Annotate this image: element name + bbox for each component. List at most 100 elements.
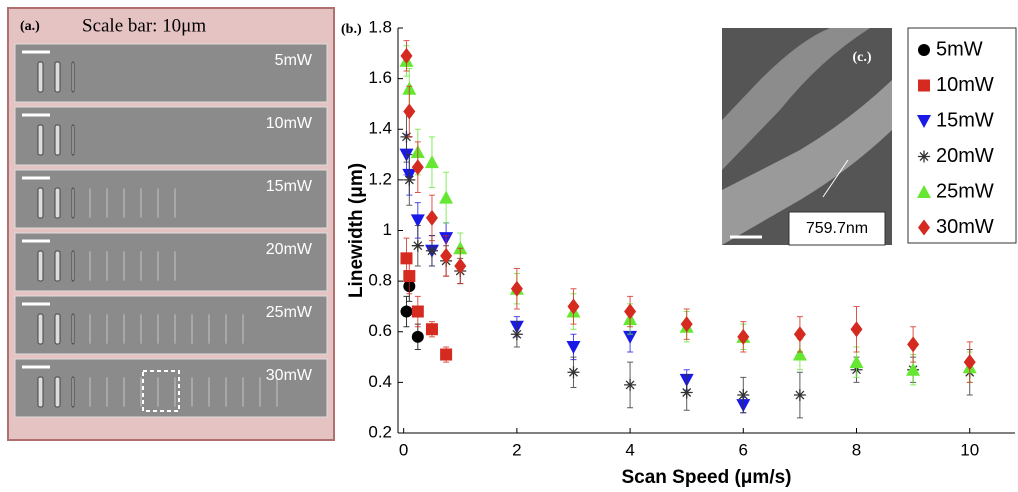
stripe — [242, 314, 244, 344]
marker — [425, 323, 438, 336]
stripe — [54, 61, 61, 93]
y-tick-label: 0.6 — [368, 321, 392, 340]
y-tick-label: 0.2 — [368, 422, 392, 441]
stripe — [37, 61, 44, 93]
marker — [510, 328, 523, 341]
stripe — [37, 313, 44, 345]
marker — [793, 389, 806, 402]
stripe — [71, 187, 75, 219]
inset: (c.) 759.7nm — [722, 28, 892, 246]
stripe — [123, 188, 125, 218]
stripe — [174, 314, 176, 344]
marker — [737, 328, 750, 345]
stripe — [71, 61, 75, 93]
stripe — [71, 250, 75, 282]
row-label: 5mW — [275, 52, 313, 69]
stripe — [71, 313, 75, 345]
x-tick-label: 10 — [960, 440, 979, 459]
stripe — [37, 250, 44, 282]
stripe — [123, 314, 125, 344]
marker — [403, 270, 416, 283]
marker — [440, 247, 453, 264]
micrograph — [14, 169, 328, 229]
marker — [624, 378, 637, 391]
legend-frame — [907, 27, 1017, 244]
row-label: 20mW — [266, 241, 313, 258]
stripe — [140, 377, 142, 407]
marker — [440, 348, 453, 361]
stripe — [106, 314, 108, 344]
legend-label: 10mW — [936, 74, 994, 96]
marker — [624, 303, 637, 320]
micrograph — [14, 232, 328, 292]
stripe — [123, 377, 125, 407]
marker — [411, 239, 424, 252]
marker — [411, 305, 424, 318]
marker — [454, 257, 467, 274]
stripe — [242, 377, 244, 407]
x-axis-title: Scan Speed (μm/s) — [621, 467, 791, 488]
marker — [411, 330, 424, 343]
x-tick-label: 8 — [852, 440, 861, 459]
stripe — [208, 314, 210, 344]
stripe — [37, 376, 44, 408]
stripe — [157, 314, 159, 344]
panel-label: (b.) — [341, 22, 362, 37]
stripe — [174, 188, 176, 218]
x-tick-label: 0 — [399, 440, 408, 459]
inset-label: (c.) — [852, 50, 871, 65]
marker — [737, 389, 750, 402]
stripe — [54, 376, 61, 408]
stripe — [106, 188, 108, 218]
stripe — [37, 187, 44, 219]
stripe — [191, 314, 193, 344]
stripe — [157, 377, 159, 407]
stripe — [276, 377, 278, 407]
marker — [917, 115, 931, 128]
measure-text: 759.7nm — [806, 220, 868, 237]
marker — [849, 355, 864, 369]
y-tick-label: 1.8 — [368, 17, 392, 36]
stripe — [140, 251, 142, 281]
legend-label: 30mW — [936, 216, 994, 238]
marker — [403, 173, 416, 186]
marker — [425, 244, 438, 257]
stripe — [54, 124, 61, 156]
stripe — [225, 377, 227, 407]
measure-line — [822, 159, 849, 198]
stripe — [89, 251, 91, 281]
marker — [918, 79, 930, 92]
micrograph — [14, 358, 328, 418]
marker — [400, 305, 413, 318]
legend-label: 25mW — [936, 180, 994, 202]
x-tick-label: 4 — [625, 440, 634, 459]
stripe — [71, 124, 75, 156]
legend-label: 15mW — [936, 109, 994, 131]
stripe — [174, 251, 176, 281]
marker — [906, 362, 921, 376]
stripe — [140, 314, 142, 344]
legend-label: 5mW — [936, 38, 983, 60]
row-label: 10mW — [266, 115, 313, 132]
stripe — [54, 313, 61, 345]
y-tick-label: 1.2 — [368, 169, 392, 188]
stripe — [157, 251, 159, 281]
marker — [403, 103, 416, 120]
row-label: 15mW — [266, 178, 313, 195]
y-tick-label: 0.4 — [368, 372, 392, 391]
marker — [907, 336, 920, 353]
marker — [424, 155, 439, 169]
marker — [963, 354, 976, 371]
micrograph — [14, 43, 328, 103]
stripe — [174, 377, 176, 407]
row-label: 25mW — [266, 304, 313, 321]
fiber — [722, 28, 870, 170]
stripe — [157, 188, 159, 218]
stripe — [89, 377, 91, 407]
stripe — [140, 188, 142, 218]
marker — [917, 185, 931, 198]
stripe — [106, 377, 108, 407]
stripe — [208, 377, 210, 407]
stripe — [71, 376, 75, 408]
